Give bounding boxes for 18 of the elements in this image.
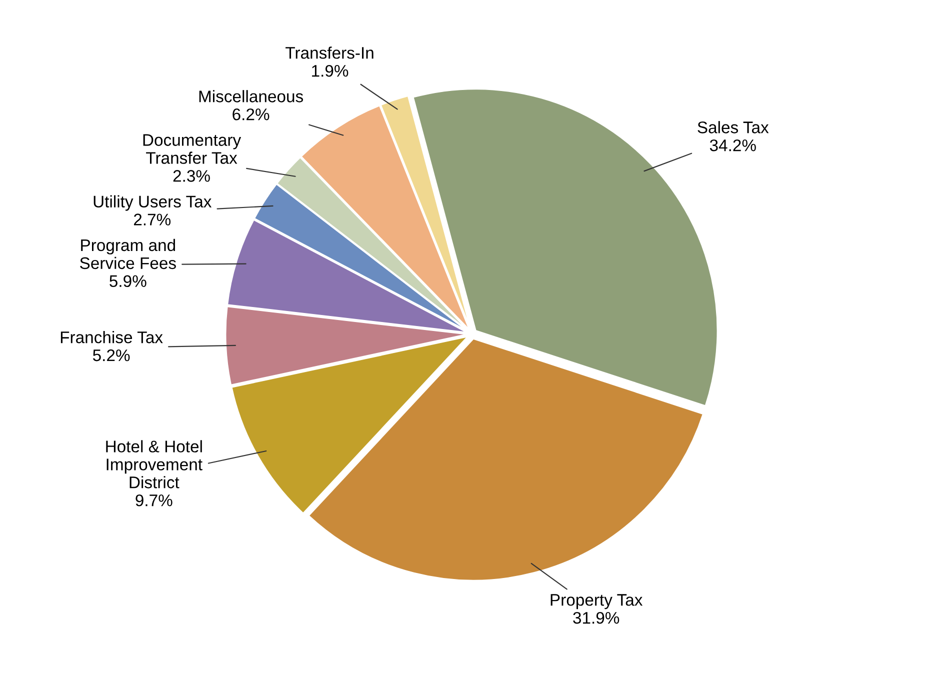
- data-label: 6.2%: [232, 108, 270, 120]
- data-label: 2.3%: [173, 170, 210, 182]
- slice-label: Franchise Tax: [60, 331, 163, 344]
- data-label: 34.2%: [710, 139, 756, 152]
- data-label: 1.9%: [312, 64, 348, 77]
- slice-label: Sales Tax: [698, 121, 769, 134]
- slice-label: Miscellaneous: [199, 90, 304, 102]
- slice-label: Documentary Transfer Tax: [143, 134, 242, 164]
- slice-label: Hotel & Hotel Improvement District: [106, 440, 202, 488]
- slice-label: Property Tax: [550, 594, 643, 610]
- data-label: 9.7%: [136, 494, 172, 506]
- slice-label: Utility Users Tax: [94, 195, 212, 211]
- slice-label: Transfers-In: [286, 46, 374, 59]
- data-label: 5.2%: [92, 349, 130, 362]
- data-label: 2.7%: [134, 214, 171, 226]
- slice-label: Program and Service Fees: [80, 238, 176, 270]
- data-label: 5.9%: [110, 275, 146, 288]
- data-label: 31.9%: [573, 612, 620, 624]
